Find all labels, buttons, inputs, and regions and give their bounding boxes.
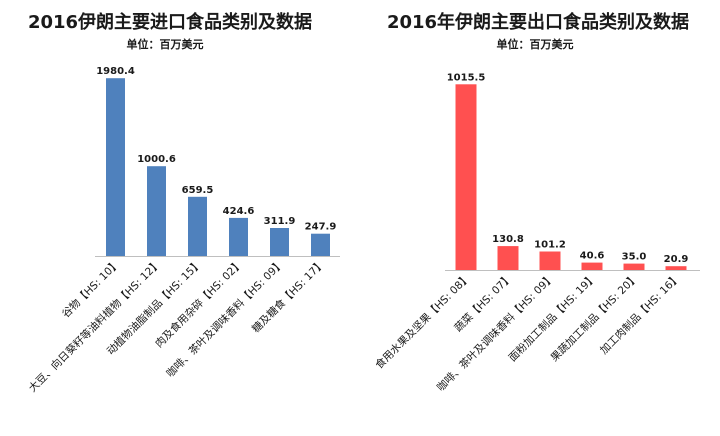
export-bar	[623, 263, 645, 270]
export-bar	[665, 266, 687, 270]
import-chart-title: 2016伊朗主要进口食品类别及数据	[27, 12, 313, 33]
import-bar	[147, 166, 166, 256]
import-data-label: 1980.4	[96, 66, 135, 77]
export-category-label: 加工肉制品【HS: 16】	[597, 271, 683, 357]
import-bar	[229, 217, 248, 256]
import-data-label: 311.9	[264, 216, 296, 227]
import-chart-panel: 2016伊朗主要进口食品类别及数据 单位：百万美元 1980.4 谷物【HS: 1…	[26, 12, 340, 395]
export-data-label: 130.8	[492, 234, 524, 245]
import-bar	[188, 196, 207, 256]
export-bar	[497, 246, 519, 270]
import-data-label: 247.9	[305, 222, 337, 233]
export-bar	[581, 262, 603, 270]
import-bar	[106, 78, 125, 256]
import-category-label: 糖及糖食【HS: 17】	[249, 257, 327, 335]
export-data-label: 101.2	[534, 240, 566, 251]
export-data-label: 40.6	[580, 251, 605, 262]
import-data-label: 1000.6	[137, 154, 176, 165]
export-data-label: 35.0	[622, 252, 647, 263]
import-data-label: 659.5	[182, 185, 214, 196]
export-category-label: 面粉加工制品【HS: 19】	[506, 271, 599, 364]
export-data-label: 20.9	[664, 254, 689, 265]
import-chart-unit: 单位：百万美元	[126, 38, 204, 51]
export-category-label: 果蔬加工制品【HS: 20】	[548, 271, 641, 364]
import-data-label: 424.6	[223, 206, 255, 217]
import-bar	[270, 228, 289, 256]
import-bar	[311, 233, 330, 256]
export-bar	[539, 251, 561, 270]
export-bar	[455, 84, 477, 270]
export-chart-panel: 2016年伊朗主要出口食品类别及数据 单位：百万美元 1015.5 食用水果及坚果…	[360, 0, 720, 436]
import-chart-plot: 1980.4谷物【HS: 10】1000.6大豆、向日葵籽等油料植物【HS: 1…	[26, 66, 340, 395]
export-data-label: 1015.5	[447, 72, 486, 83]
export-chart-unit: 单位：百万美元	[496, 38, 574, 51]
export-chart-title: 2016年伊朗主要出口食品类别及数据	[386, 12, 690, 33]
